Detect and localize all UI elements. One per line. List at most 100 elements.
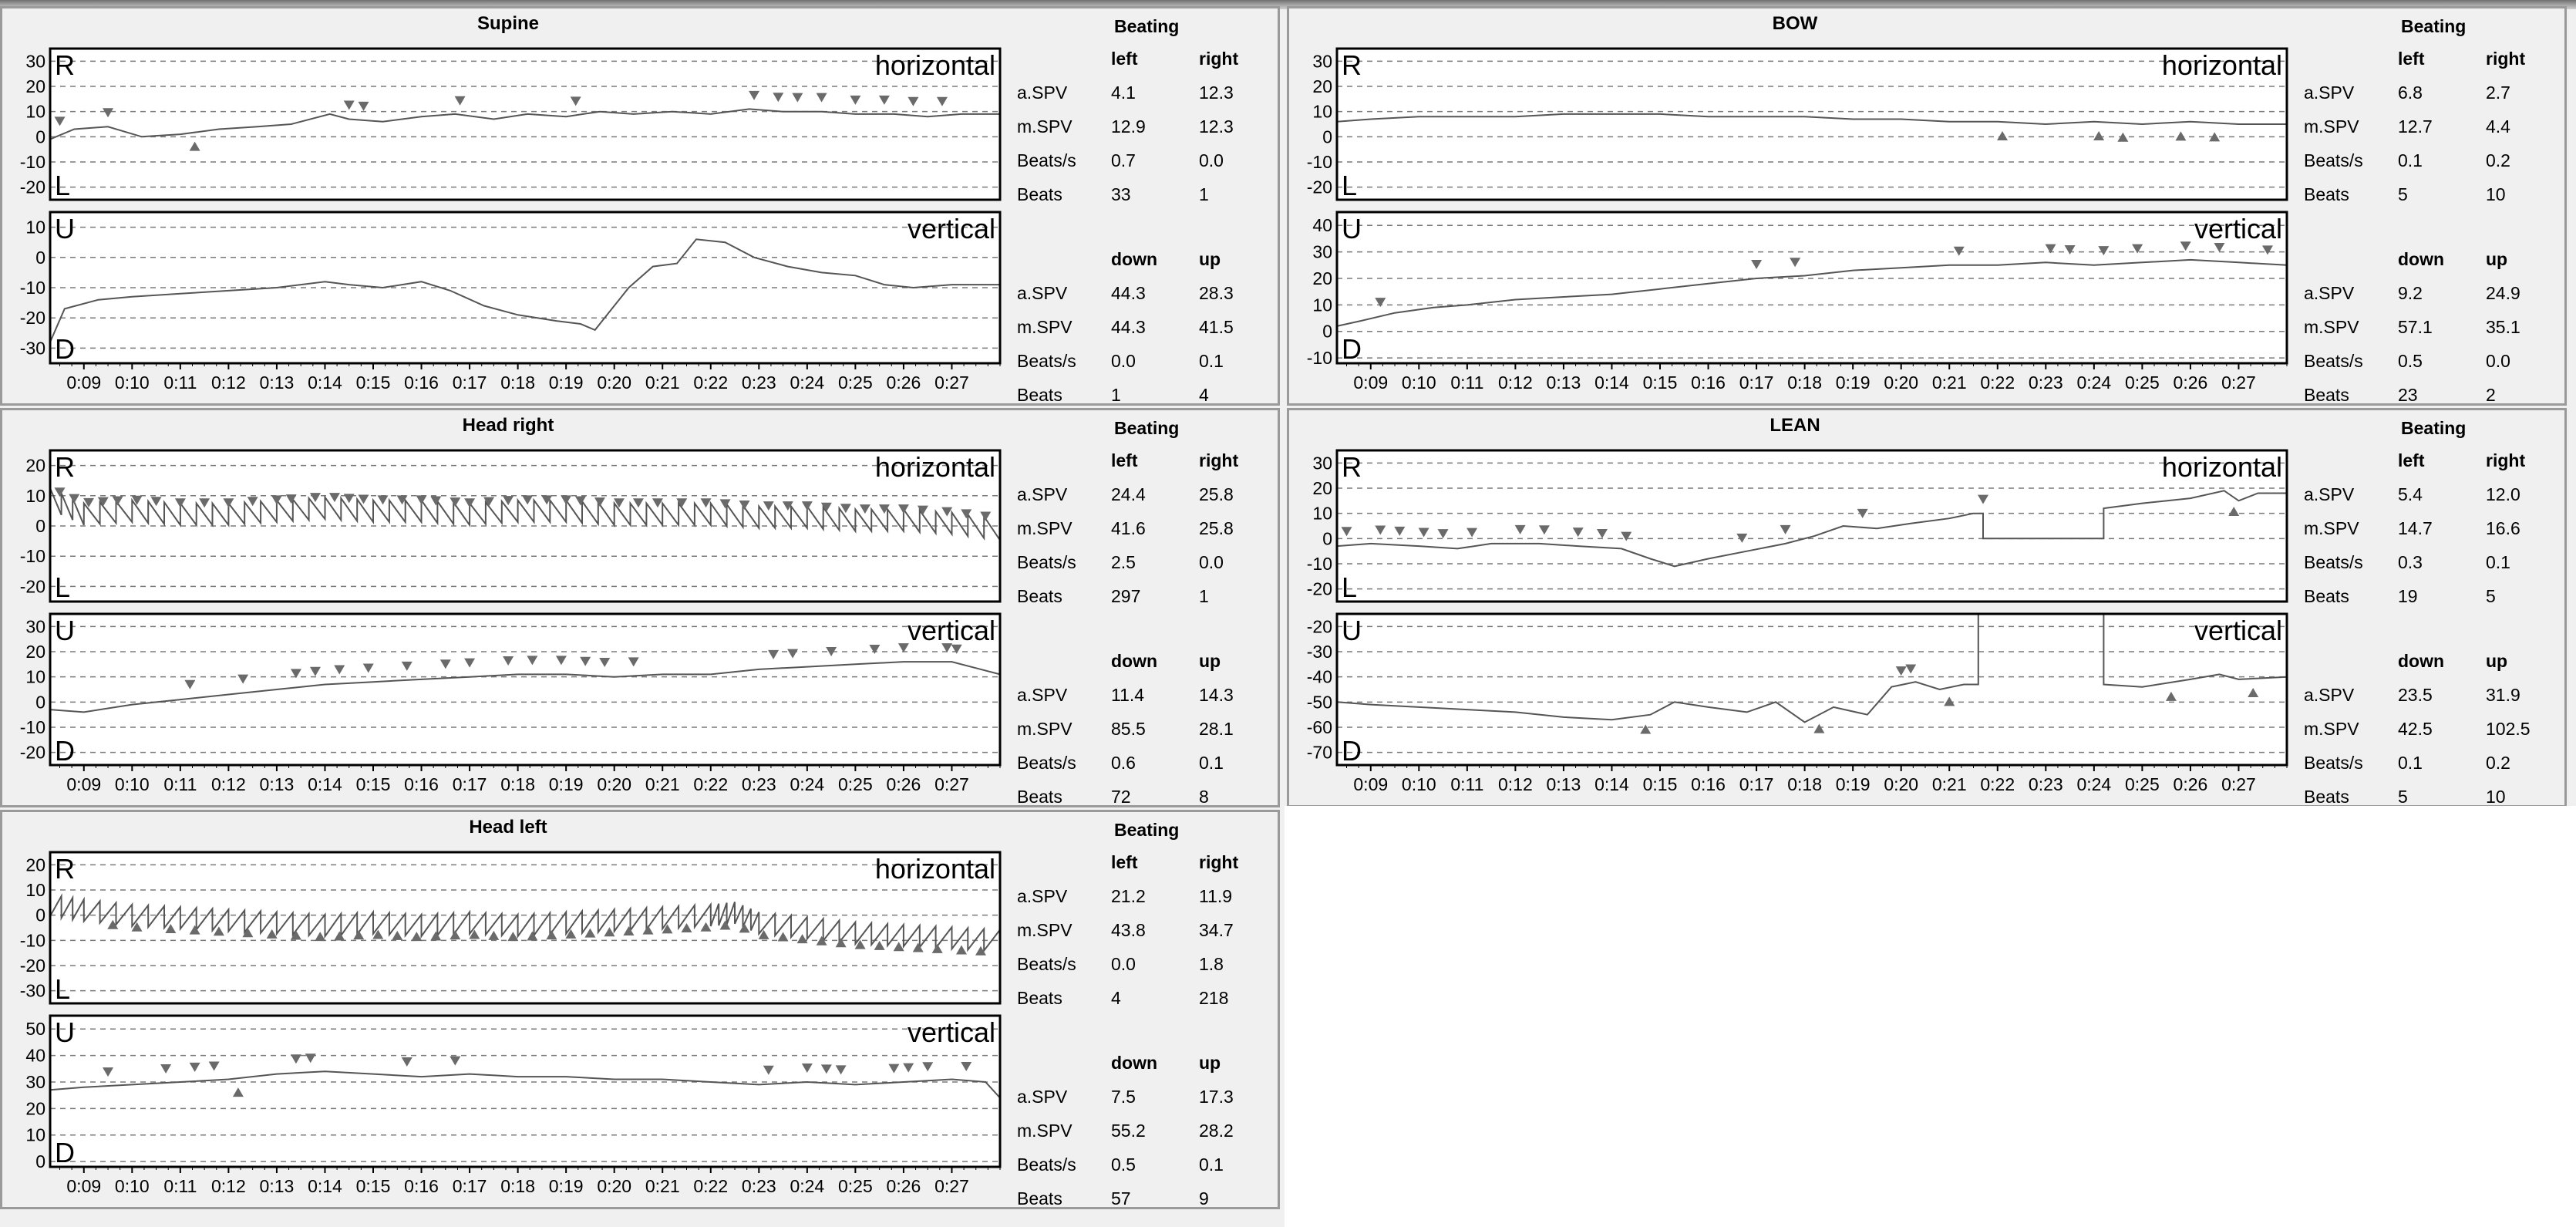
beat-marker-down <box>1857 508 1868 518</box>
stat-row-label: Beats <box>1017 385 1062 405</box>
stat-value: 16.6 <box>2486 518 2520 538</box>
beat-marker-up <box>232 1087 244 1097</box>
stat-value: 0.1 <box>2398 150 2423 170</box>
time-tick-label: 0:13 <box>260 372 295 393</box>
stat-value: 28.3 <box>1199 283 1234 303</box>
beat-marker-up <box>2248 687 2259 697</box>
beat-marker-up <box>165 924 177 934</box>
top-direction-letter: U <box>55 213 75 244</box>
stat-value: 4 <box>1199 385 1209 405</box>
stat-row-label: Beats <box>1017 184 1062 204</box>
beat-marker-up <box>131 922 143 932</box>
time-tick-label: 0:14 <box>1594 372 1629 393</box>
time-tick-label: 0:12 <box>1498 774 1533 794</box>
time-axis: 0:09 0:10 0:11 0:12 0:13 0:14 0:15 0:16 0:17 0:18… <box>59 363 1001 393</box>
beat-marker-down <box>430 496 442 506</box>
y-tick-label: 10 <box>25 217 45 238</box>
beat-marker-down <box>1596 528 1608 538</box>
stat-value: 1.8 <box>1199 954 1224 974</box>
y-tick-label: 0 <box>1322 126 1332 147</box>
beat-marker-down <box>580 656 591 666</box>
stat-value: 7.5 <box>1111 1087 1136 1107</box>
stat-value: 42.5 <box>2398 719 2433 739</box>
beat-marker-down <box>199 498 210 508</box>
y-tick-label: 10 <box>25 667 45 687</box>
y-tick-label: 30 <box>25 51 45 71</box>
stat-row-label: a.SPV <box>1017 886 1068 906</box>
stat-row-label: m.SPV <box>1017 317 1072 337</box>
beating-header: Beating <box>1114 418 1180 438</box>
bottom-direction-letter: D <box>55 333 75 365</box>
eye-trace <box>1336 613 2288 723</box>
beat-marker-up <box>411 932 423 942</box>
y-tick-label: 20 <box>25 642 45 662</box>
time-tick-label: 0:14 <box>308 1176 342 1196</box>
time-tick-label: 0:26 <box>2174 372 2208 393</box>
y-tick-label: -10 <box>20 278 45 298</box>
beat-marker-down <box>652 498 663 508</box>
stat-value: 11.4 <box>1111 685 1145 705</box>
time-tick-label: 0:20 <box>597 372 631 393</box>
y-tick-label: 30 <box>1312 453 1332 473</box>
time-tick-label: 0:10 <box>1402 774 1436 794</box>
time-tick-label: 0:21 <box>645 774 680 794</box>
beat-marker-up <box>372 929 384 939</box>
y-tick-label: -10 <box>20 717 45 737</box>
beat-marker-up <box>189 925 200 935</box>
time-tick-label: 0:16 <box>404 774 439 794</box>
stat-value: 44.3 <box>1111 283 1146 303</box>
stat-value: 12.9 <box>1111 116 1146 137</box>
time-tick-label: 0:21 <box>1932 774 1967 794</box>
beat-marker-down <box>439 659 451 669</box>
y-tick-label: 20 <box>1312 76 1332 96</box>
plot-area <box>1337 212 2287 363</box>
beat-marker-down <box>820 502 832 512</box>
stat-row-label: m.SPV <box>2304 317 2359 337</box>
stat-value: 0.6 <box>1111 753 1136 773</box>
y-tick-label: -10 <box>1307 152 1332 172</box>
beat-marker-up <box>604 927 615 937</box>
y-tick-label: -10 <box>1307 348 1332 368</box>
time-tick-label: 0:10 <box>1402 372 1436 393</box>
col-header-left: left <box>1111 49 1138 69</box>
top-direction-letter: R <box>1342 451 1362 483</box>
stat-value: 10 <box>2486 787 2506 807</box>
time-tick-label: 0:23 <box>742 774 776 794</box>
time-tick-label: 0:16 <box>1691 372 1726 393</box>
beat-marker-up <box>290 930 301 940</box>
beat-marker-down <box>570 96 581 106</box>
beat-marker-up <box>2165 691 2177 701</box>
y-tick-label: 20 <box>1312 478 1332 498</box>
stat-row-label: Beats/s <box>1017 753 1076 773</box>
beat-marker-down <box>869 645 881 655</box>
beat-marker-down <box>850 95 861 105</box>
time-tick-label: 0:13 <box>260 774 295 794</box>
time-tick-label: 0:27 <box>2221 372 2256 393</box>
beat-marker-down <box>1905 664 1917 674</box>
stat-row-label: m.SPV <box>2304 116 2359 137</box>
beat-marker-up <box>1813 723 1825 733</box>
beat-marker-up <box>758 929 769 939</box>
y-tick-label: 0 <box>35 516 45 536</box>
stat-value: 0.0 <box>1199 150 1224 170</box>
stat-value: 21.2 <box>1111 886 1146 906</box>
beat-marker-down <box>69 494 80 504</box>
stat-value: 0.5 <box>1111 1155 1136 1175</box>
eye-trace <box>1336 113 2287 126</box>
stat-value: 24.4 <box>1111 484 1146 504</box>
time-tick-label: 0:23 <box>2029 372 2063 393</box>
stat-row-label: a.SPV <box>2304 83 2355 103</box>
beat-marker-down <box>2132 244 2143 254</box>
beat-marker-down <box>897 643 909 653</box>
stat-row-label: Beats <box>1017 1188 1062 1208</box>
beat-marker-up <box>2093 131 2105 141</box>
stat-value: 5 <box>2486 586 2496 606</box>
head-left-stats: Beating left right a.SPV 21.2 11.9 m.SPV 43.8 34… <box>1014 812 1280 1208</box>
beat-marker-down <box>401 661 412 671</box>
col-header-down: down <box>2398 249 2445 269</box>
time-tick-label: 0:18 <box>500 372 535 393</box>
stat-value: 12.3 <box>1199 83 1234 103</box>
